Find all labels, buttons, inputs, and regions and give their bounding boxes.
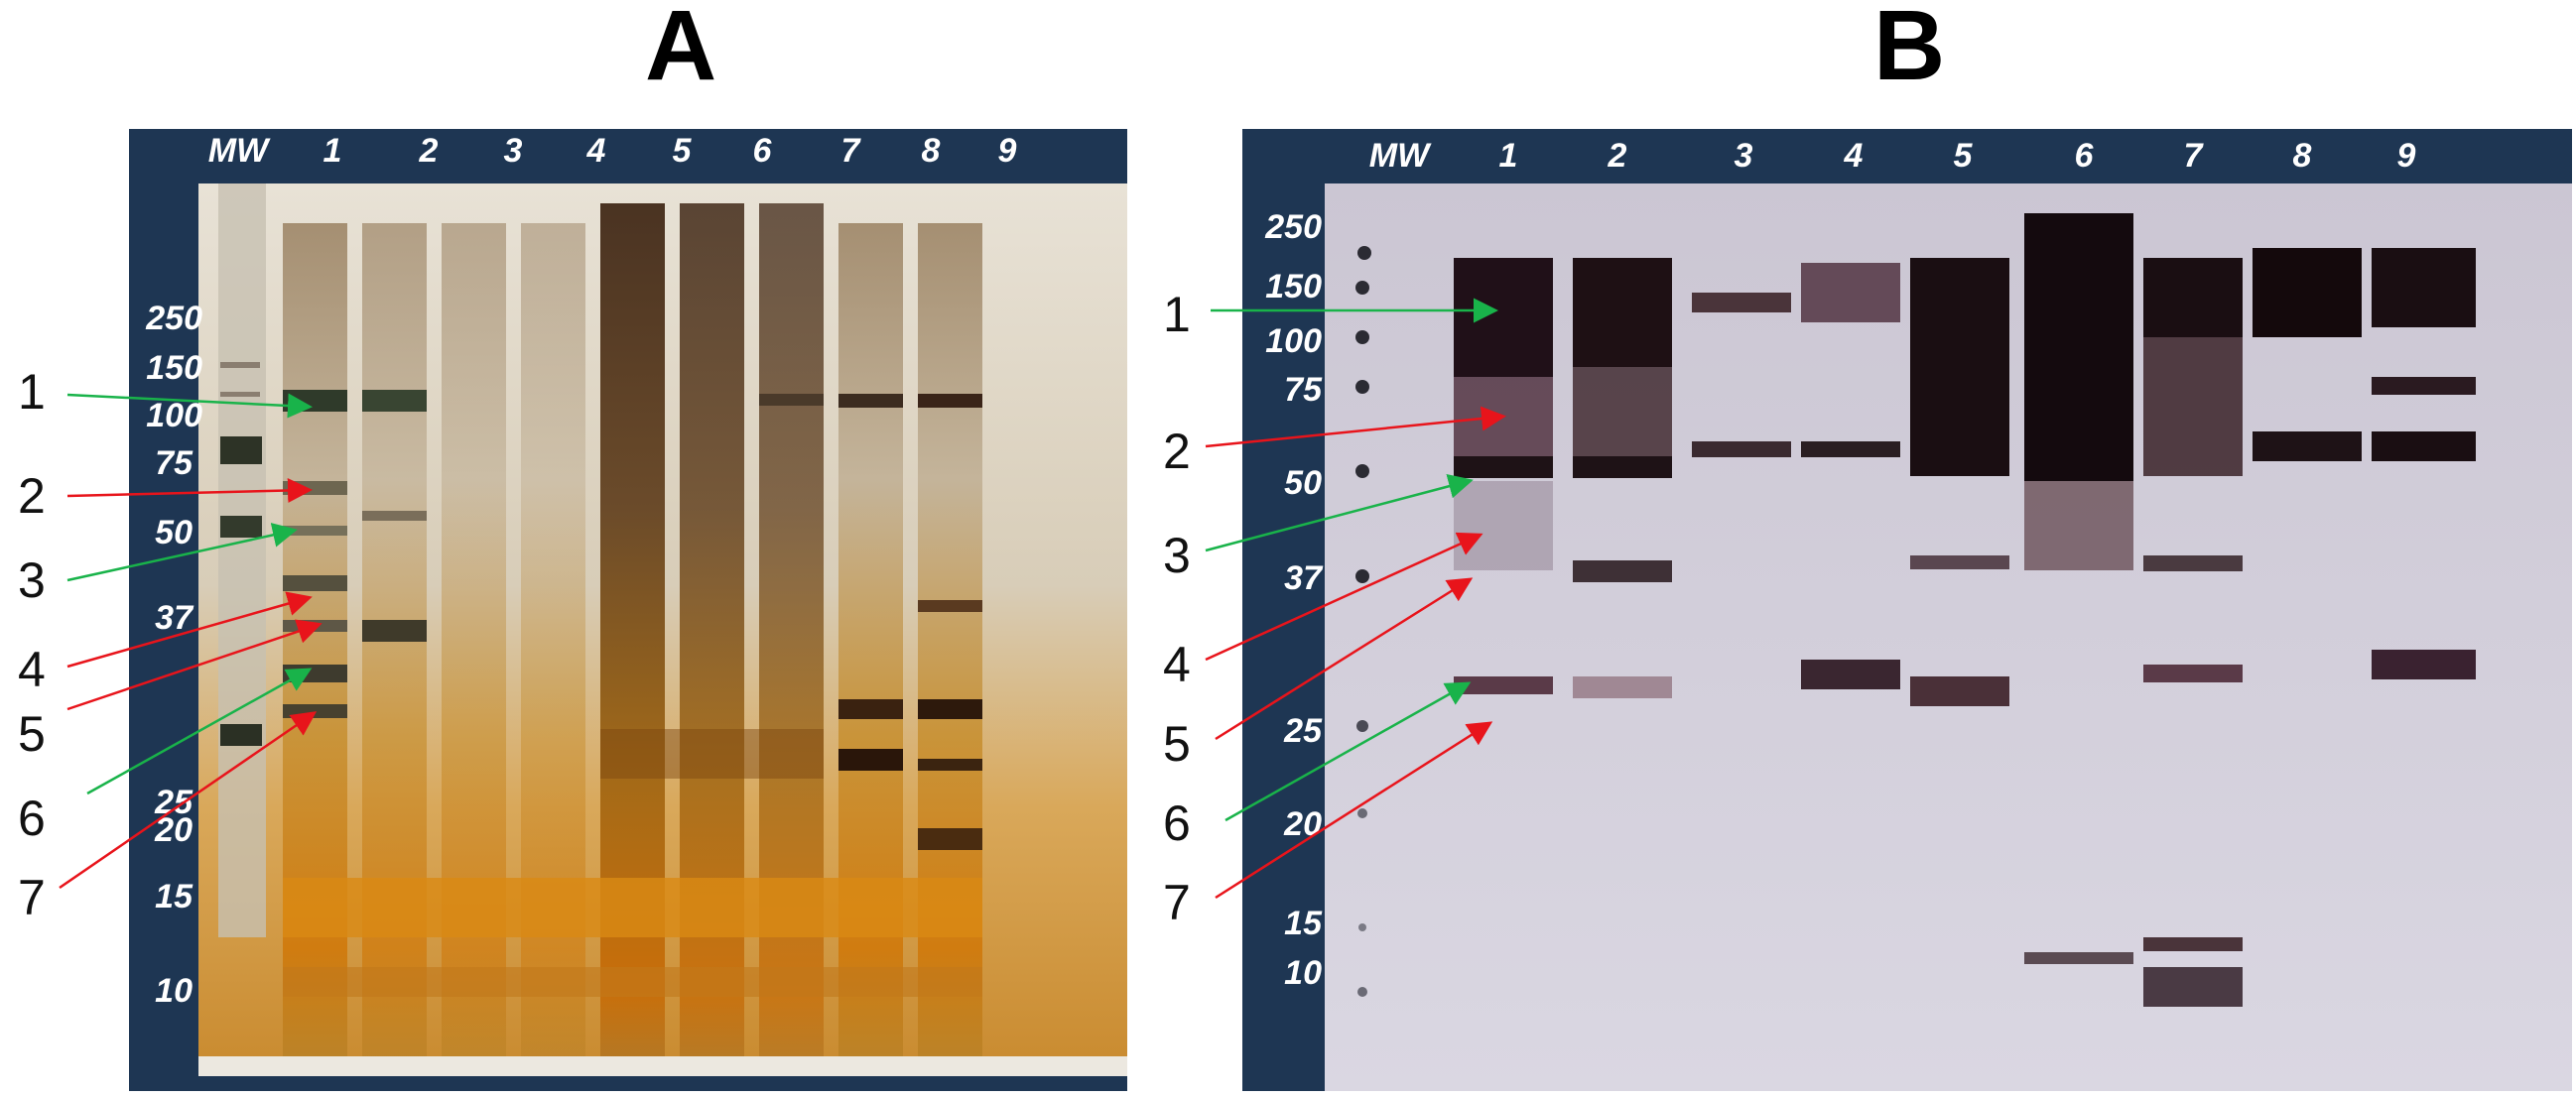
panel-b-gel (1325, 183, 2572, 1091)
panel-b-mw-marker: 25 (1284, 712, 1322, 750)
panel-b-mw-marker: 10 (1284, 954, 1322, 992)
panel-a-lane-label: 5 (672, 132, 692, 170)
panel-a-lane-label: 2 (419, 132, 439, 170)
panel-b-mw-marker: 75 (1284, 371, 1322, 409)
panel-b-lane-label-mw: MW (1368, 137, 1430, 175)
panel-a-band-number: 3 (18, 552, 46, 608)
panel-a-mw-marker: 150 (146, 349, 202, 387)
panel-b-lane-label: 9 (2396, 137, 2416, 175)
panel-a-mw-marker: 100 (146, 397, 202, 434)
panel-a-arrow-1 (66, 393, 313, 419)
panel-b-mw-marker: 37 (1284, 559, 1322, 597)
panel-b-mw-marker: 50 (1284, 464, 1322, 502)
panel-a-lane-label: 7 (840, 132, 860, 170)
panel-b-band-number: 2 (1163, 424, 1191, 479)
panel-a-mw-marker: 10 (155, 972, 193, 1010)
panel-a-band-number: 7 (18, 870, 46, 925)
panel-b-lane-label: 8 (2292, 137, 2312, 175)
panel-b-arrow-7 (1215, 721, 1493, 900)
panel-a-lane-label: 9 (997, 132, 1017, 170)
panel-b-lane-label: 1 (1498, 137, 1518, 175)
panel-a-lane-label: 8 (921, 132, 941, 170)
panel-a-band-number: 1 (18, 364, 46, 420)
panel-b-lane-label: 4 (1844, 137, 1864, 175)
panel-a-mw-marker: 50 (155, 514, 193, 551)
panel-a-mw-marker: 37 (155, 599, 193, 637)
panel-b-band-number: 5 (1163, 716, 1191, 772)
panel-b-band-number: 7 (1163, 875, 1191, 930)
panel-b-mw-marker: 15 (1284, 905, 1322, 942)
panel-a-lane-label: 4 (586, 132, 606, 170)
panel-b-lane-label: 2 (1608, 137, 1627, 175)
panel-a-lane-label-mw: MW (207, 132, 269, 170)
panel-b-lane-label: 7 (2183, 137, 2203, 175)
panel-a-arrow-2 (66, 477, 313, 503)
panel-a-arrow-3 (66, 523, 298, 582)
panel-b-arrow-6 (1224, 681, 1472, 822)
panel-b-band-number: 6 (1163, 795, 1191, 851)
panel-b-mw-marker: 100 (1265, 322, 1322, 360)
panel-b-arrow-2 (1205, 406, 1506, 448)
panel-a-band-number: 2 (18, 468, 46, 524)
panel-b-lane-label: 6 (2074, 137, 2094, 175)
panel-b-band-number: 4 (1163, 637, 1191, 692)
panel-b-arrow-5 (1215, 577, 1474, 741)
panel-a-lane-label: 3 (503, 132, 523, 170)
panel-a-band-number: 6 (18, 791, 46, 846)
panel-a-mw-marker: 75 (155, 444, 193, 482)
panel-a-arrow-6 (86, 668, 313, 795)
panel-a-arrow-5 (66, 619, 322, 711)
panel-a-mw-marker: 250 (146, 300, 202, 337)
panel-a-band-number: 5 (18, 706, 46, 762)
panel-b-lane-label: 5 (1953, 137, 1973, 175)
panel-b-band-number: 1 (1163, 287, 1191, 342)
panel-b-mw-marker: 250 (1265, 208, 1322, 246)
panel-a-lane-label: 1 (322, 132, 342, 170)
panel-b-band-number: 3 (1163, 528, 1191, 583)
panel-a-gel (198, 183, 1127, 1076)
panel-a-band-number: 4 (18, 642, 46, 697)
panel-b-letter: B (1873, 0, 1946, 101)
panel-a-mw-marker: 15 (155, 878, 193, 915)
panel-b-arrow-3 (1205, 474, 1474, 552)
panel-a-letter: A (645, 0, 717, 101)
panel-b-mw-marker: 150 (1265, 268, 1322, 305)
panel-b-gel-image (1325, 183, 2572, 1091)
panel-a-gel-image (198, 183, 1127, 1076)
panel-b-lane-label: 3 (1734, 137, 1753, 175)
panel-a-arrow-7 (59, 711, 318, 890)
panel-b-mw-marker: 20 (1284, 805, 1322, 843)
panel-a-mw-marker: 25 (155, 784, 193, 821)
panel-a-arrow-4 (66, 591, 313, 669)
panel-b-arrow-4 (1205, 532, 1483, 662)
panel-a-lane-label: 6 (752, 132, 772, 170)
